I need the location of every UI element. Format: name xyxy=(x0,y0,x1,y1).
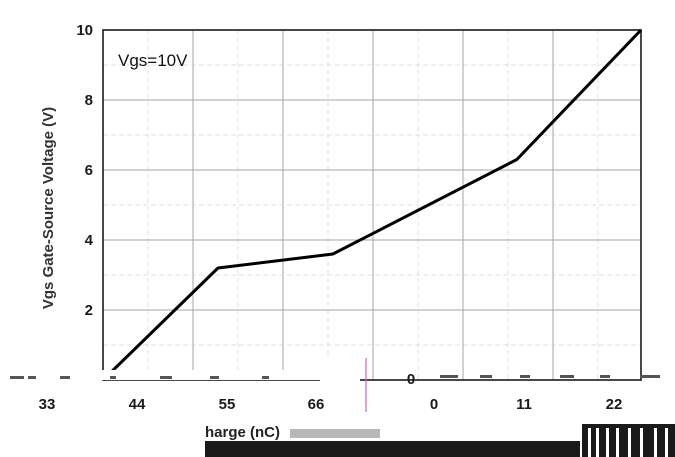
x-tick-label: 22 xyxy=(606,396,623,413)
y-tick-label: 2 xyxy=(85,302,93,319)
major-grid xyxy=(103,30,641,380)
x-tick-labels: 33 44 55 66 0 11 22 xyxy=(39,396,623,413)
artifact-dash xyxy=(520,375,530,378)
x-zero-fragment: 0 xyxy=(407,371,415,388)
x-axis-label-fragment: harge (nC) xyxy=(205,424,280,441)
artifact-dash xyxy=(440,375,458,378)
artifact-gap xyxy=(320,355,360,410)
artifact-band-left xyxy=(0,370,320,380)
y-tick-label: 8 xyxy=(85,92,93,109)
artifact-dashes xyxy=(10,375,660,379)
x-tick-label: 33 xyxy=(39,396,56,413)
artifact-dash xyxy=(160,376,172,379)
artifact-dash xyxy=(210,376,219,379)
x-tick-label: 0 xyxy=(430,396,438,413)
artifact-dash xyxy=(560,375,574,378)
x-tick-label: 11 xyxy=(516,396,532,413)
y-tick-label: 6 xyxy=(85,162,93,179)
artifact-dash xyxy=(640,375,660,378)
plot-frame xyxy=(102,29,642,381)
y-tick-label: 4 xyxy=(85,232,94,249)
x-tick-label: 55 xyxy=(219,396,236,413)
artifact-dash xyxy=(110,376,116,379)
y-axis-label: Vgs Gate-Source Voltage (V) xyxy=(40,107,57,309)
artifact-glyph-stripes xyxy=(588,428,668,457)
x-tick-label: 44 xyxy=(129,396,146,413)
vgs-annotation: Vgs=10V xyxy=(118,51,188,70)
artifact-dash xyxy=(28,376,36,379)
series-group xyxy=(101,28,643,382)
artifact-blurred-text xyxy=(290,429,380,438)
artifact-dark-bar xyxy=(205,441,580,457)
artifact-dash xyxy=(600,375,610,378)
x-tick-label: 66 xyxy=(308,396,325,413)
y-tick-labels: 2 4 6 8 10 xyxy=(76,22,93,319)
artifact-dash xyxy=(60,376,70,379)
artifact-dash xyxy=(10,376,24,379)
artifact-dash xyxy=(262,376,269,379)
y-tick-label: 10 xyxy=(76,22,93,39)
artifact-dash xyxy=(480,375,492,378)
series-line xyxy=(101,28,643,382)
